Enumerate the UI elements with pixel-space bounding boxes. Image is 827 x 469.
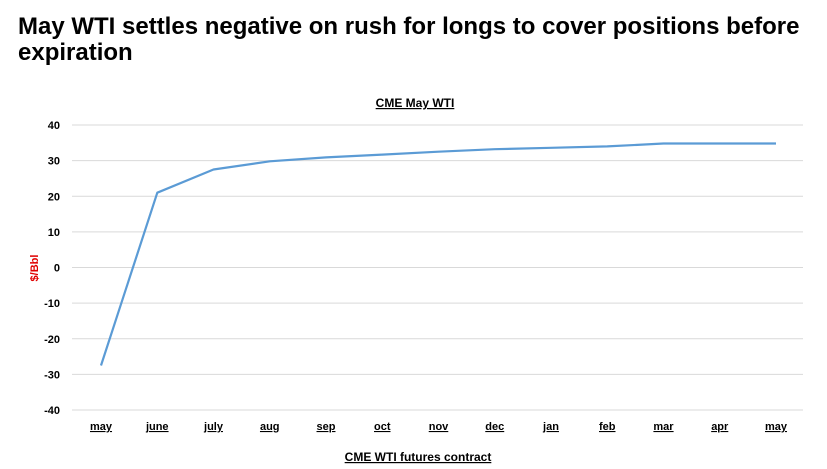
gridlines — [72, 124, 803, 411]
x-tick-label: nov — [429, 421, 449, 433]
series-line — [99, 142, 776, 366]
chart-title: CME May WTI — [376, 96, 455, 110]
series-group — [99, 142, 777, 366]
x-tick-label: may — [90, 421, 113, 433]
x-tick-label: oct — [374, 421, 391, 433]
y-tick-label: -20 — [44, 334, 60, 346]
y-tick-label: 10 — [48, 227, 60, 239]
y-tick-label: 20 — [48, 191, 60, 203]
y-axis-label: $/Bbl — [29, 255, 41, 282]
y-tick-label: -10 — [44, 298, 60, 310]
x-tick-label: aug — [260, 421, 280, 433]
x-tick-label: apr — [711, 421, 729, 433]
x-axis-label: CME WTI futures contract — [345, 450, 492, 464]
x-tick-label: sep — [317, 421, 336, 433]
y-tick-label: 0 — [54, 263, 60, 275]
x-tick-label: june — [145, 421, 169, 433]
x-tick-label: july — [203, 421, 224, 433]
y-axis-ticks: 40 30 20 10 0 -10 -20 -30 -40 — [44, 120, 60, 417]
x-tick-label: dec — [485, 421, 504, 433]
y-tick-label: 30 — [48, 156, 60, 168]
x-tick-label: mar — [653, 421, 674, 433]
x-tick-label: jan — [542, 421, 559, 433]
y-tick-label: 40 — [48, 120, 60, 132]
y-tick-label: -40 — [44, 405, 60, 417]
x-tick-label: may — [765, 421, 788, 433]
page-title: May WTI settles negative on rush for lon… — [18, 13, 800, 66]
x-axis-ticks: may june july aug sep oct nov dec jan feb mar apr ma… — [90, 421, 788, 433]
x-tick-label: feb — [599, 421, 616, 433]
y-tick-label: -30 — [44, 369, 60, 381]
